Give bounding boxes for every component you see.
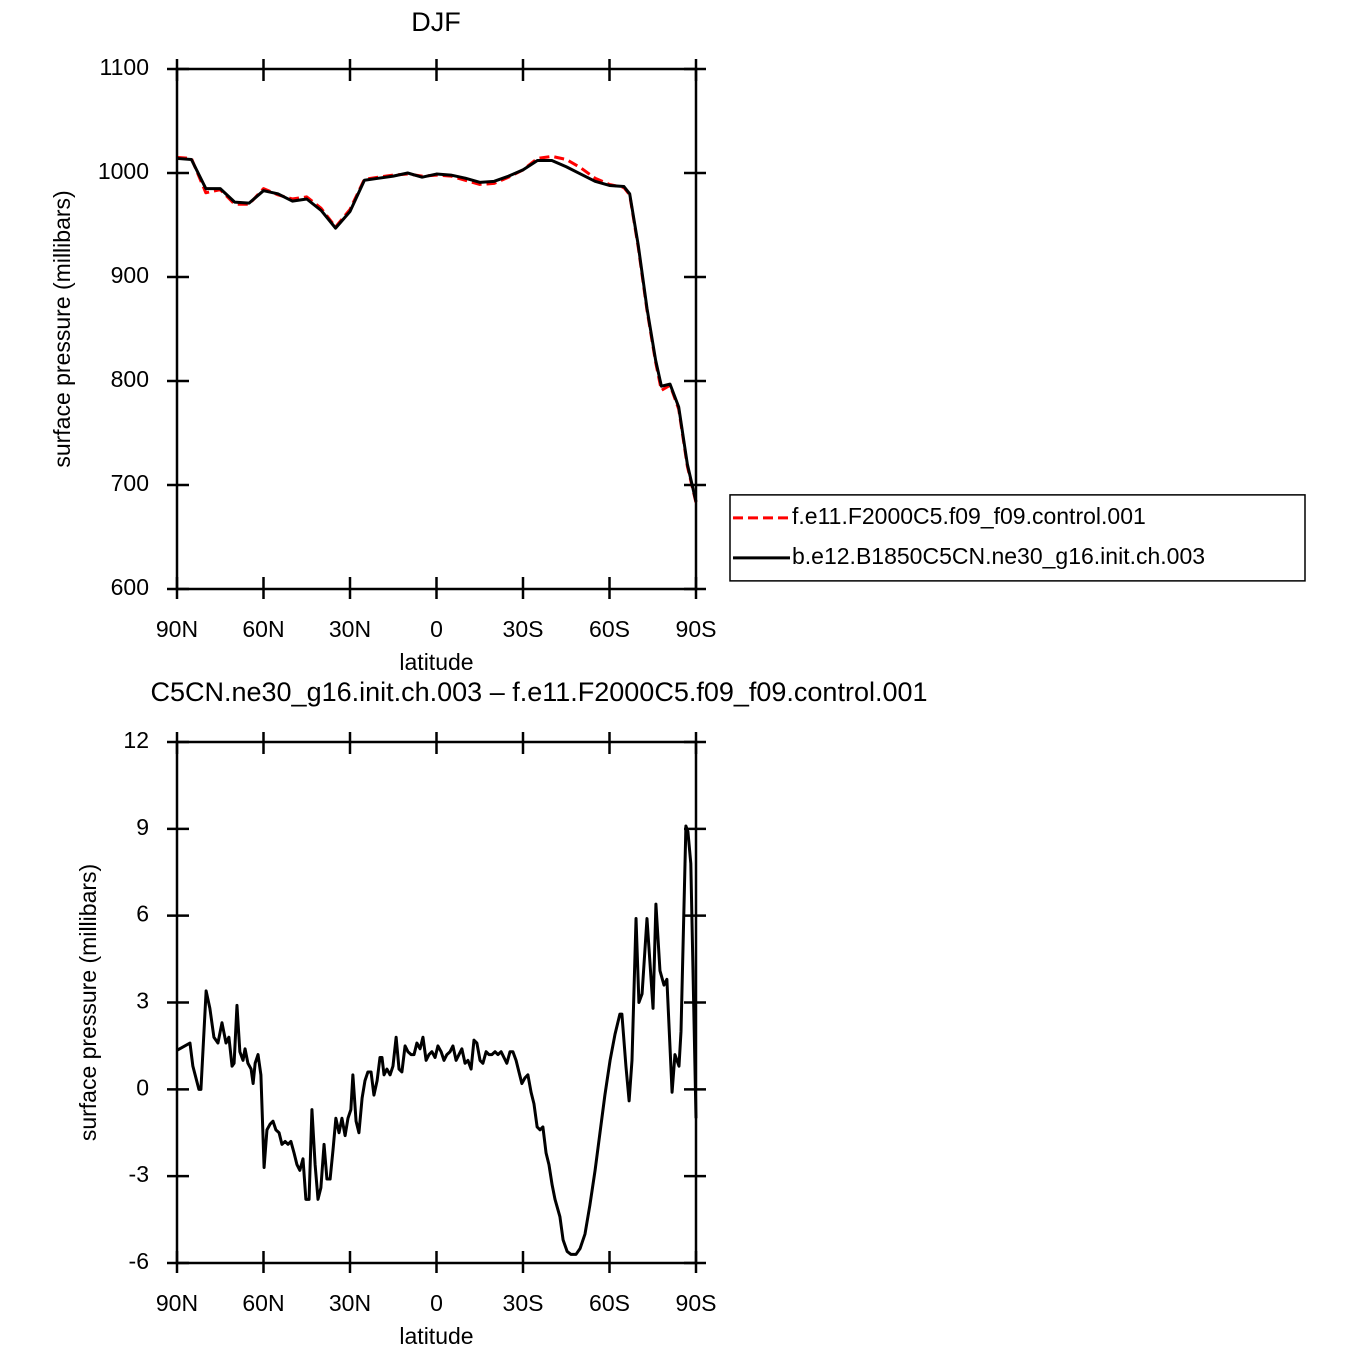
x-tick-label: 90N — [156, 616, 198, 642]
plot-frame — [175, 740, 698, 1265]
x-axis-label: latitude — [399, 1323, 473, 1349]
x-tick-label: 0 — [430, 1290, 443, 1316]
y-tick-label: 3 — [136, 988, 149, 1014]
x-tick-label: 30S — [503, 616, 544, 642]
x-tick-label: 90S — [676, 1290, 717, 1316]
x-tick-label: 30N — [329, 1290, 371, 1316]
x-tick-label: 30S — [503, 1290, 544, 1316]
legend-label: f.e11.F2000C5.f09_f09.control.001 — [792, 503, 1146, 529]
x-tick-label: 90S — [676, 616, 717, 642]
y-axis-label: surface pressure (millibars) — [75, 864, 101, 1141]
data-line — [176, 154, 698, 504]
x-tick-label: 30N — [329, 616, 371, 642]
y-tick-label: 700 — [111, 470, 149, 496]
legend-box — [729, 494, 1306, 582]
plot-frame — [175, 67, 698, 591]
y-tick-label: 900 — [111, 262, 149, 288]
y-tick-label: 1100 — [100, 54, 149, 80]
x-tick-label: 60N — [242, 1290, 284, 1316]
y-tick-label: 12 — [123, 727, 149, 753]
y-tick-label: 1000 — [98, 158, 149, 184]
chart-title: DJF — [411, 7, 461, 37]
x-tick-label: 60N — [242, 616, 284, 642]
data-line — [176, 824, 698, 1256]
y-tick-label: -3 — [129, 1161, 149, 1187]
y-tick-label: -6 — [129, 1248, 149, 1274]
x-tick-label: 60S — [589, 1290, 630, 1316]
x-tick-label: 0 — [430, 616, 443, 642]
chart-title: C5CN.ne30_g16.init.ch.003 – f.e11.F2000C… — [150, 677, 927, 707]
x-tick-label: 60S — [589, 616, 630, 642]
data-line — [176, 156, 698, 502]
x-axis-label: latitude — [399, 649, 473, 675]
legend-label: b.e12.B1850C5CN.ne30_g16.init.ch.003 — [792, 543, 1205, 569]
x-tick-label: 90N — [156, 1290, 198, 1316]
y-tick-label: 6 — [136, 901, 149, 927]
y-tick-label: 0 — [136, 1074, 149, 1100]
legend: f.e11.F2000C5.f09_f09.control.001 b.e12.B… — [729, 494, 1306, 582]
y-axis-label: surface pressure (millibars) — [49, 190, 75, 467]
y-tick-label: 600 — [111, 574, 149, 600]
y-tick-label: 9 — [136, 814, 149, 840]
y-tick-label: 800 — [111, 366, 149, 392]
